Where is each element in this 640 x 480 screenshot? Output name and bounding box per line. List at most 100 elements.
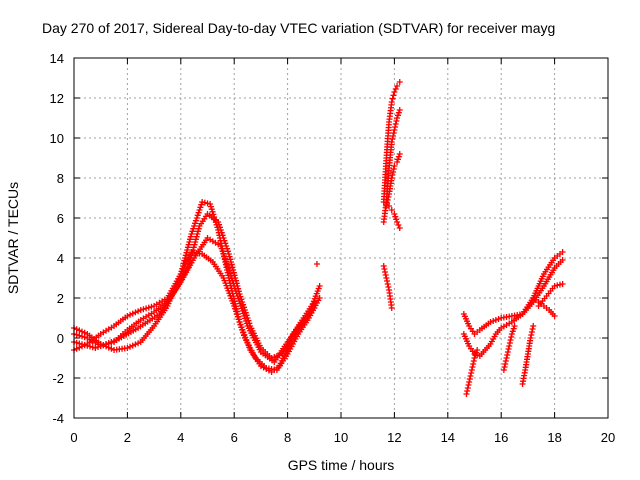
data-point (268, 355, 275, 361)
data-point (132, 309, 139, 316)
data-point (396, 225, 403, 231)
data-point (390, 169, 397, 175)
data-point (105, 340, 112, 346)
data-point (79, 333, 86, 340)
data-point (81, 342, 88, 348)
data-point (504, 352, 511, 358)
data-point (390, 166, 397, 172)
data-point (222, 240, 229, 247)
data-point (231, 303, 238, 309)
data-point (559, 281, 566, 287)
data-point (190, 247, 197, 253)
grid (74, 58, 608, 418)
data-point (466, 376, 473, 382)
data-point (185, 263, 192, 269)
axis-ticks: 0 2 4 6 8 10 12 14 16 18 20 -4 -2 0 2 4 6 8 10 12 14 (50, 51, 616, 445)
data-point (507, 337, 514, 343)
data-point (508, 334, 515, 340)
y-tick-label: -4 (52, 411, 64, 426)
data-point (490, 318, 497, 324)
data-point (391, 211, 398, 217)
data-point (111, 338, 118, 344)
data-point (189, 228, 196, 235)
data-point (84, 342, 91, 349)
data-point (394, 115, 401, 121)
x-tick-label: 2 (124, 430, 131, 445)
data-point (196, 207, 203, 213)
data-point (221, 237, 228, 244)
data-point (220, 235, 227, 241)
y-tick-label: 10 (50, 131, 64, 146)
data-point (185, 241, 192, 248)
data-point (195, 228, 202, 235)
data-point (390, 133, 397, 139)
data-point (389, 136, 396, 142)
data-point (145, 304, 152, 311)
data-point (148, 303, 155, 310)
data-point (129, 342, 136, 349)
data-point (217, 227, 224, 233)
data-point (218, 229, 225, 236)
data-point (76, 327, 83, 334)
data-point (504, 349, 511, 355)
data-point (529, 326, 536, 332)
data-point (471, 355, 478, 361)
data-point (127, 311, 134, 318)
data-point (527, 335, 534, 341)
data-point (467, 373, 474, 379)
data-point (276, 352, 283, 358)
data-point (509, 328, 516, 335)
data-point (487, 319, 494, 325)
data-point (395, 109, 402, 116)
data-point (316, 283, 323, 289)
x-tick-label: 14 (441, 430, 455, 445)
data-point (502, 361, 509, 367)
data-point (393, 216, 400, 223)
data-point (192, 239, 199, 245)
data-point (394, 156, 401, 163)
data-point (195, 209, 202, 216)
data-point (384, 197, 391, 203)
data-point (192, 217, 199, 224)
data-point (472, 352, 479, 359)
data-point (468, 367, 475, 373)
x-tick-label: 18 (547, 430, 561, 445)
data-point (215, 219, 222, 225)
data-point (135, 340, 142, 347)
data-point (511, 323, 518, 329)
y-tick-label: 0 (57, 331, 64, 346)
data-point (559, 249, 566, 255)
data-point (311, 305, 318, 311)
data-point (231, 272, 238, 279)
data-point (204, 200, 211, 207)
y-tick-label: 6 (57, 211, 64, 226)
data-point (388, 305, 395, 311)
data-point (216, 221, 223, 228)
data-point (381, 266, 388, 272)
data-point (380, 263, 387, 269)
data-point (89, 344, 96, 351)
data-point (468, 370, 475, 376)
data-point (228, 261, 235, 268)
data-point (235, 288, 242, 295)
data-point (193, 233, 200, 240)
data-point (194, 231, 201, 237)
data-point (224, 248, 231, 255)
data-point (271, 354, 278, 360)
data-point (232, 308, 239, 315)
data-point (129, 310, 136, 317)
data-point (396, 79, 403, 85)
data-point (396, 107, 403, 113)
data-point (469, 364, 476, 370)
data-point (510, 325, 517, 332)
data-point (192, 236, 199, 243)
data-point (470, 358, 477, 364)
data-point (186, 260, 193, 267)
data-point (227, 256, 234, 263)
data-point (191, 223, 198, 229)
data-point (384, 281, 391, 287)
data-point (194, 212, 201, 219)
data-point (241, 307, 248, 313)
data-point (530, 323, 537, 329)
data-point (394, 159, 401, 165)
